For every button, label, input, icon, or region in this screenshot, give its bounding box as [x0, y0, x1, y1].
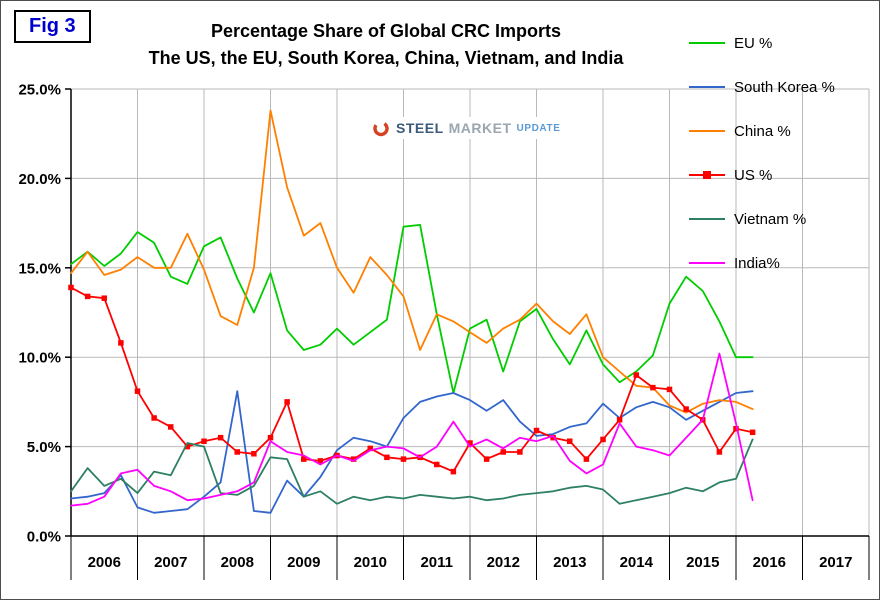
- legend-line-sample: [689, 125, 725, 137]
- y-axis-label: 25.0%: [18, 82, 61, 99]
- series-marker-us: [168, 424, 174, 430]
- legend-label: China %: [734, 122, 791, 140]
- legend-label: US %: [734, 166, 773, 184]
- x-axis-label: 2006: [88, 554, 121, 571]
- series-marker-us: [134, 388, 141, 394]
- series-marker-us: [650, 384, 656, 391]
- x-axis-label: 2012: [487, 554, 520, 571]
- series-marker-us: [301, 456, 307, 462]
- logo-word-steel: STEEL: [396, 120, 444, 136]
- figure-number-label: Fig 3: [29, 15, 76, 37]
- series-marker-us: [683, 406, 689, 412]
- x-axis-label: 2015: [686, 554, 719, 571]
- series-marker-us: [234, 449, 240, 455]
- y-axis-label: 15.0%: [18, 260, 61, 277]
- series-marker-us: [550, 434, 556, 441]
- legend-line-sample: [689, 37, 725, 49]
- series-line-india: [70, 352, 754, 507]
- legend-line-sample: [689, 213, 725, 225]
- series-line-south-korea: [70, 390, 754, 514]
- series-marker-us: [483, 456, 490, 462]
- series-marker-us: [600, 436, 606, 443]
- series-marker-us: [567, 438, 573, 444]
- legend-label: EU %: [734, 34, 773, 52]
- y-axis-label: 20.0%: [18, 171, 61, 188]
- series-marker-us: [84, 293, 91, 300]
- series-marker-us: [666, 386, 673, 393]
- series-line-vietnam: [70, 438, 754, 505]
- series-marker-us: [101, 295, 107, 301]
- legend-item-india: India%: [689, 251, 874, 275]
- watermark-logo: STEEL MARKET UPDATE: [365, 117, 568, 139]
- series-marker-us: [267, 434, 274, 441]
- series-marker-us: [317, 458, 324, 464]
- series-marker-us: [517, 449, 523, 455]
- series-marker-us: [716, 449, 723, 455]
- series-marker-us: [367, 445, 373, 452]
- x-axis-label: 2013: [553, 554, 586, 571]
- legend-item-us: US %: [689, 163, 874, 187]
- series-line-us: [70, 286, 754, 473]
- series-marker-us: [118, 340, 124, 346]
- chart-legend: EU % South Korea % China % US % Vietnam % Ind…: [689, 31, 874, 295]
- series-marker-us: [384, 454, 390, 461]
- logo-swoosh-icon: [373, 120, 389, 137]
- y-axis-label: 5.0%: [27, 439, 61, 456]
- x-axis-label: 2014: [620, 554, 654, 571]
- series-marker-us: [434, 461, 440, 468]
- x-axis-label: 2007: [154, 554, 187, 571]
- x-axis-label: 2017: [819, 554, 852, 571]
- x-axis-label: 2008: [221, 554, 254, 571]
- series-marker-us: [284, 399, 290, 405]
- series-marker-us: [533, 427, 540, 434]
- legend-item-eu: EU %: [689, 31, 874, 55]
- series-marker-us: [68, 284, 74, 291]
- y-axis-label: 0.0%: [27, 529, 61, 546]
- chart-title-block: Percentage Share of Global CRC Imports T…: [76, 21, 696, 69]
- series-marker-us: [400, 456, 407, 462]
- series-marker-us: [467, 440, 473, 446]
- series-marker-us: [151, 415, 157, 421]
- series-marker-us: [583, 456, 590, 462]
- logo-word-update: UPDATE: [516, 122, 561, 134]
- series-line-eu: [70, 223, 754, 394]
- series-marker-us: [733, 425, 739, 432]
- series-marker-us: [350, 456, 357, 462]
- series-marker-us: [201, 438, 207, 444]
- legend-item-south-korea: South Korea %: [689, 75, 874, 99]
- legend-item-china: China %: [689, 119, 874, 143]
- series-marker-us: [217, 434, 224, 441]
- legend-label: Vietnam %: [734, 210, 807, 228]
- legend-line-sample: [689, 257, 725, 269]
- x-axis-label: 2011: [420, 554, 453, 571]
- series-marker-us: [450, 468, 457, 475]
- x-axis-label: 2009: [287, 554, 320, 571]
- x-axis-label: 2010: [354, 554, 387, 571]
- legend-line-sample: [689, 169, 725, 181]
- series-line-china: [70, 109, 754, 414]
- series-marker-us: [251, 451, 257, 457]
- series-marker-us: [616, 417, 623, 423]
- series-marker-us: [749, 429, 756, 436]
- logo-word-market: MARKET: [448, 120, 512, 136]
- y-axis-label: 10.0%: [18, 350, 61, 367]
- legend-item-vietnam: Vietnam %: [689, 207, 874, 231]
- chart-title: Percentage Share of Global CRC Imports: [210, 21, 562, 41]
- series-marker-us: [184, 443, 191, 450]
- legend-label: South Korea %: [734, 78, 835, 96]
- chart-subtitle: The US, the EU, South Korea, China, Viet…: [148, 48, 624, 68]
- figure-number-badge: Fig 3: [14, 10, 91, 43]
- legend-label: India%: [734, 254, 780, 272]
- x-axis-label: 2016: [753, 554, 786, 571]
- series-marker-us: [500, 449, 506, 455]
- legend-line-sample: [689, 81, 725, 93]
- series-marker-us: [633, 372, 639, 378]
